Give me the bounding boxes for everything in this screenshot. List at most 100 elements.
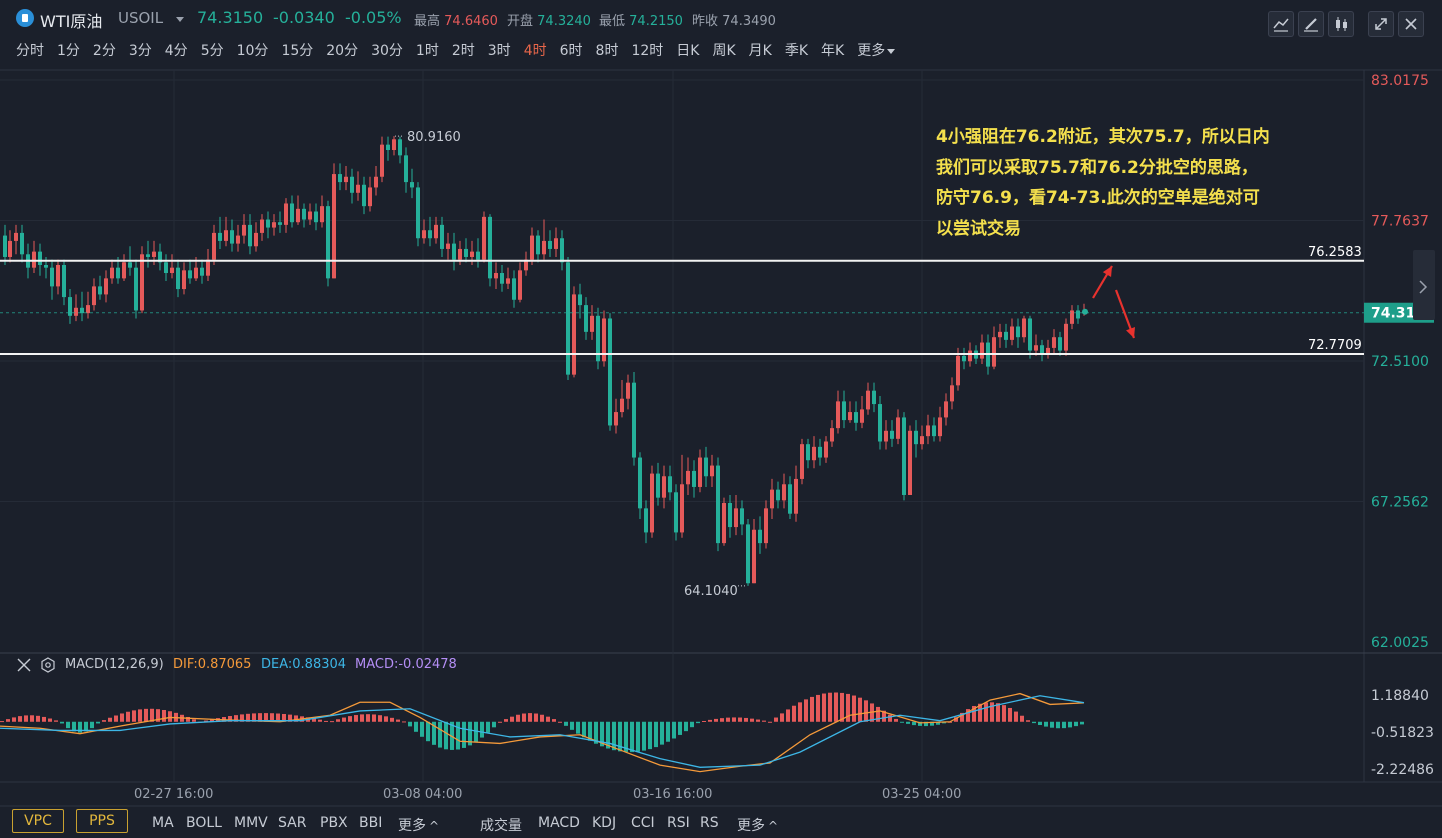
candle-body	[806, 444, 810, 461]
candle-body	[920, 436, 924, 445]
period-tab[interactable]: 1分	[57, 43, 80, 59]
macd-histogram-bar	[402, 721, 406, 723]
candle-body	[170, 267, 174, 274]
vpc-button[interactable]: VPC	[12, 809, 64, 833]
macd-histogram-bar	[588, 721, 592, 741]
macd-histogram-bar	[162, 709, 166, 722]
period-tab[interactable]: 1时	[415, 43, 439, 59]
macd-histogram-bar	[42, 716, 46, 722]
macd-histogram-bar	[408, 721, 412, 727]
macd-histogram-bar	[258, 713, 262, 722]
chevron-down-icon[interactable]	[176, 17, 184, 22]
macd-histogram-bar	[1014, 711, 1018, 722]
time-axis-label: 03-25 04:00	[882, 787, 961, 802]
period-tab[interactable]: 年K	[821, 43, 845, 59]
close-indicator-icon[interactable]	[16, 657, 32, 677]
main-indicator-tab[interactable]: BOLL	[186, 815, 222, 831]
candle-body	[368, 187, 372, 207]
candle-body	[644, 508, 648, 533]
line-chart-icon[interactable]	[1268, 11, 1294, 37]
chevron-right-icon	[1419, 280, 1428, 294]
macd-histogram-bar	[726, 717, 730, 722]
period-tab[interactable]: 20分	[326, 43, 359, 59]
macd-histogram-bar	[246, 713, 250, 722]
instrument-logo-icon	[16, 9, 34, 27]
macd-histogram-bar	[414, 721, 418, 732]
macd-histogram-bar	[510, 716, 514, 722]
macd-histogram-bar	[492, 721, 496, 728]
pps-button[interactable]: PPS	[76, 809, 128, 833]
period-tab[interactable]: 季K	[784, 43, 809, 59]
candle-body	[350, 176, 354, 193]
stat-low: 最低 74.2150	[599, 10, 683, 29]
analysis-annotation: 4小强阻在76.2附近，其次75.7，所以日内 我们可以采取75.7和76.2分…	[936, 122, 1336, 244]
period-tab[interactable]: 6时	[559, 43, 583, 59]
period-tab[interactable]: 更多	[857, 40, 896, 60]
fullscreen-icon[interactable]	[1368, 11, 1394, 37]
period-tab[interactable]: 12时	[631, 43, 664, 59]
period-tab[interactable]: 3时	[487, 43, 511, 59]
candle-body	[548, 240, 552, 249]
close-icon[interactable]	[1398, 11, 1424, 37]
main-indicator-tab[interactable]: MMV	[234, 815, 268, 831]
candle-body	[320, 206, 324, 223]
settings-icon[interactable]	[40, 657, 56, 677]
candlestick-icon[interactable]	[1328, 11, 1354, 37]
main-indicator-tab[interactable]: SAR	[278, 815, 307, 831]
period-tab[interactable]: 5分	[200, 43, 224, 59]
sub-indicator-tab[interactable]: RS	[700, 815, 719, 831]
candle-body	[992, 337, 996, 367]
macd-histogram-bar	[294, 715, 298, 722]
candle-body	[404, 155, 408, 183]
main-indicator-tab[interactable]: 更多 ^	[398, 818, 440, 834]
period-tab[interactable]: 周K	[712, 43, 736, 59]
macd-histogram-bar	[666, 721, 670, 742]
main-indicator-tab[interactable]: BBI	[359, 815, 383, 831]
candle-body	[200, 267, 204, 276]
candle-body	[788, 484, 792, 514]
annotation-line: 防守76.9，看74-73.此次的空单是绝对可	[936, 188, 1260, 208]
candle-body	[620, 398, 624, 413]
macd-histogram-bar	[612, 721, 616, 751]
main-indicator-tab[interactable]: PBX	[320, 815, 348, 831]
macd-histogram-bar	[690, 721, 694, 728]
draw-pen-icon[interactable]	[1298, 11, 1324, 37]
stat-value: 74.2150	[629, 14, 683, 29]
period-tab[interactable]: 2时	[451, 43, 475, 59]
period-tab[interactable]: 4时	[523, 43, 547, 59]
support-label: 72.7709	[1308, 338, 1362, 353]
main-indicator-tab[interactable]: MA	[152, 815, 174, 831]
instrument-code[interactable]: USOIL	[118, 9, 164, 27]
sub-indicator-tab[interactable]: MACD	[538, 815, 580, 831]
sub-indicator-tab[interactable]: 成交量	[480, 818, 522, 834]
period-tab[interactable]: 30分	[371, 43, 403, 59]
instrument-name[interactable]: WTI原油	[40, 12, 103, 31]
period-tab[interactable]: 4分	[164, 43, 188, 59]
period-tab[interactable]: 2分	[92, 43, 116, 59]
macd-histogram-bar	[558, 721, 562, 723]
candle-body	[944, 401, 948, 418]
macd-histogram-bar	[792, 705, 796, 722]
period-tabs: 分时 1分 2分 3分 4分 5分 10分 15分 20分 30分 1时 2时 3时 4时 6时 8时 12时日…	[16, 40, 908, 60]
period-tab[interactable]: 分时	[16, 43, 44, 59]
candle-body	[296, 208, 300, 223]
macd-histogram-bar	[438, 721, 442, 748]
period-tab[interactable]: 15分	[281, 43, 314, 59]
period-tab[interactable]: 日K	[676, 43, 700, 59]
sub-indicator-tab[interactable]: CCI	[631, 815, 655, 831]
macd-axis-label: -2.22486	[1371, 762, 1434, 778]
period-tab[interactable]: 8时	[595, 43, 619, 59]
macd-histogram-bar	[684, 721, 688, 732]
annotation-line: 我们可以采取75.7和76.2分批空的思路，	[936, 157, 1258, 178]
candle-body	[194, 267, 198, 279]
stat-label: 最低	[599, 14, 626, 29]
sub-indicator-tab[interactable]: KDJ	[592, 815, 617, 831]
sub-indicator-tab[interactable]: 更多 ^	[737, 818, 779, 834]
sub-indicator-tab[interactable]: RSI	[667, 815, 690, 831]
macd-histogram-bar	[876, 706, 880, 722]
period-tab[interactable]: 3分	[128, 43, 152, 59]
period-tab[interactable]: 月K	[748, 43, 772, 59]
macd-histogram-bar	[18, 716, 22, 722]
period-tab[interactable]: 10分	[236, 43, 269, 59]
